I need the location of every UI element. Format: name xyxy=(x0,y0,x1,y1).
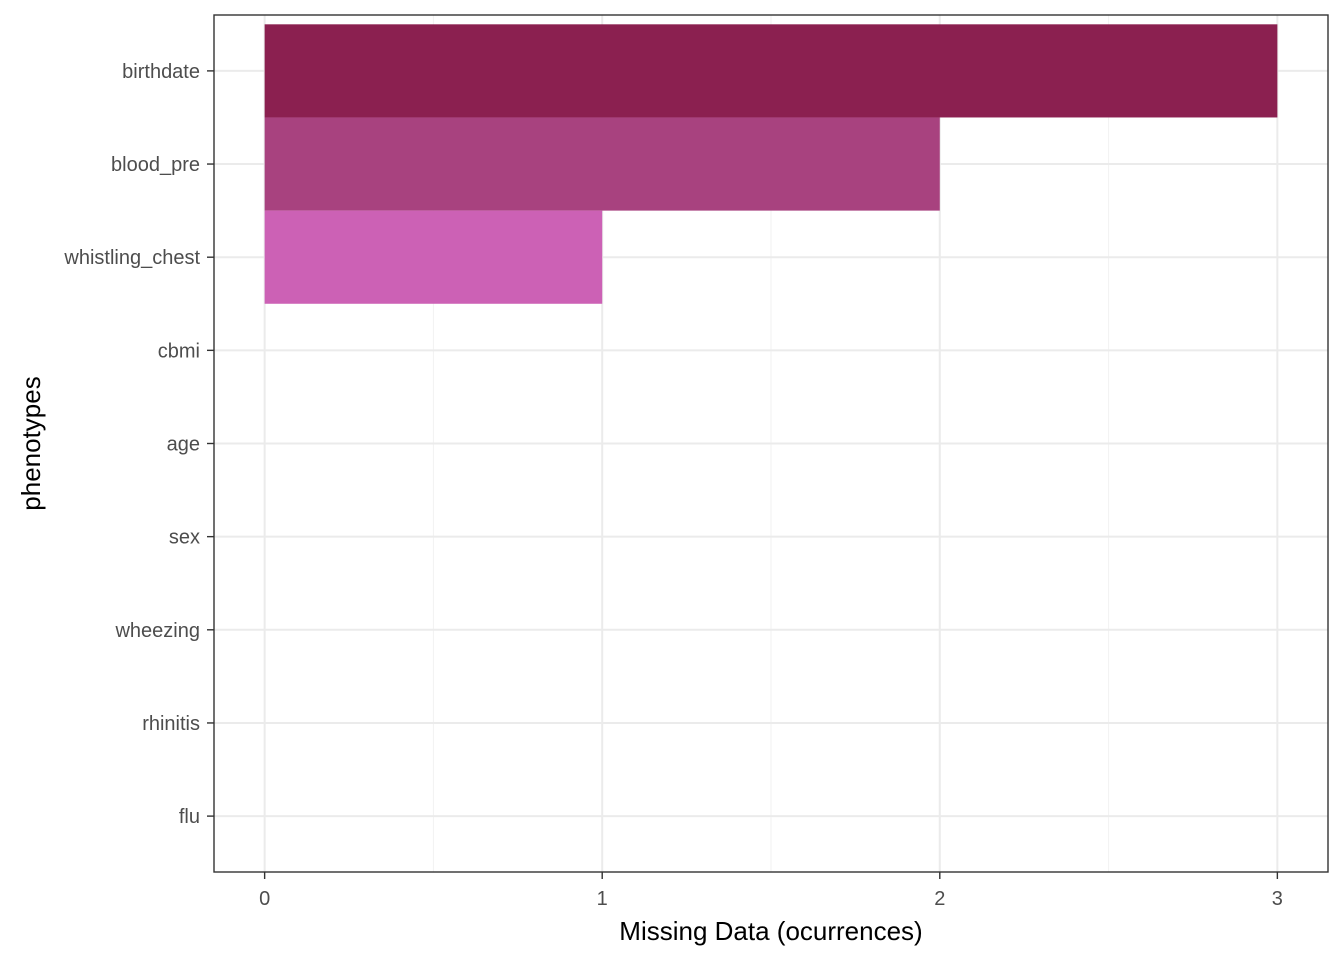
y-axis-title: phenotypes xyxy=(16,376,46,510)
bar-blood_pre xyxy=(264,117,940,211)
x-tick-label: 0 xyxy=(259,888,270,910)
y-tick-label: cbmi xyxy=(158,340,200,362)
y-tick-label: rhinitis xyxy=(142,713,200,735)
x-tick-label: 1 xyxy=(597,888,608,910)
x-tick-label: 3 xyxy=(1272,888,1283,910)
y-tick-label: wheezing xyxy=(114,620,200,642)
y-tick-label: birthdate xyxy=(122,61,200,83)
bar-birthdate xyxy=(264,24,1278,118)
x-axis-title: Missing Data (ocurrences) xyxy=(619,916,922,946)
bars xyxy=(264,24,1278,304)
y-tick-label: blood_pre xyxy=(111,154,200,176)
y-tick-label: age xyxy=(167,434,200,456)
x-tick-label: 2 xyxy=(934,888,945,910)
x-axis: 0 1 2 3 xyxy=(259,872,1283,910)
y-tick-label: flu xyxy=(179,806,200,828)
y-tick-label: sex xyxy=(169,527,200,549)
bar-whistling_chest xyxy=(264,210,603,304)
y-tick-label: whistling_chest xyxy=(63,247,200,269)
